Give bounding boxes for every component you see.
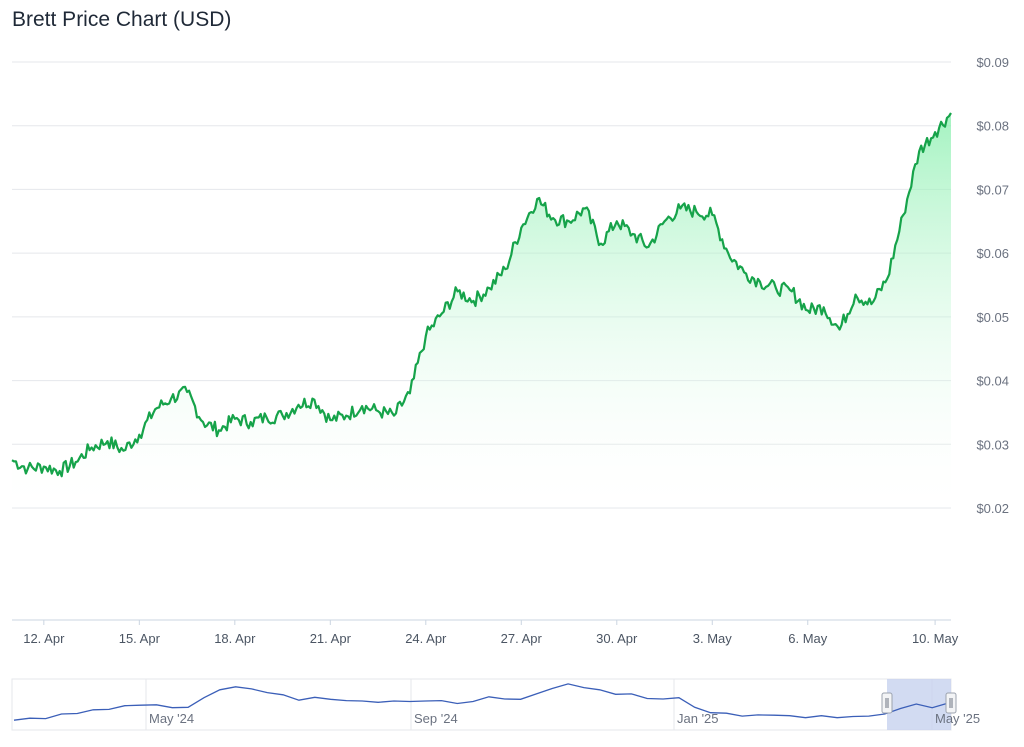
price-line[interactable] — [11, 112, 952, 478]
x-tick-label: 12. Apr — [23, 631, 65, 646]
navigator-tick-label: Jan '25 — [677, 711, 719, 726]
y-tick-label: $0.07 — [976, 182, 1009, 197]
y-tick-label: $0.03 — [976, 437, 1009, 452]
y-axis-labels: $0.02 $0.03 $0.04 $0.05 $0.06 $0.07 $0.08 $0.09 — [976, 55, 1009, 516]
navigator-labels: May '24 Sep '24 Jan '25 May '25 — [149, 711, 980, 726]
x-tick-label: 21. Apr — [310, 631, 352, 646]
x-axis-ticks — [43, 620, 936, 625]
navigator-tick-label: May '25 — [935, 711, 980, 726]
y-tick-label: $0.05 — [976, 310, 1009, 325]
chart-title: Brett Price Chart (USD) — [12, 8, 232, 31]
navigator-right-handle[interactable] — [945, 692, 957, 714]
x-tick-label: 18. Apr — [214, 631, 256, 646]
x-tick-label: 24. Apr — [405, 631, 447, 646]
x-tick-label: 3. May — [693, 631, 733, 646]
x-tick-label: 6. May — [788, 631, 828, 646]
navigator-tick-label: May '24 — [149, 711, 194, 726]
x-tick-label: 27. Apr — [501, 631, 543, 646]
y-tick-label: $0.02 — [976, 501, 1009, 516]
y-tick-label: $0.04 — [976, 374, 1009, 389]
navigator-left-handle[interactable] — [881, 692, 893, 714]
x-axis-labels: 12. Apr 15. Apr 18. Apr 21. Apr 24. Apr 27. A… — [23, 631, 958, 646]
y-tick-label: $0.06 — [976, 246, 1009, 261]
navigator[interactable]: May '24 Sep '24 Jan '25 May '25 — [11, 678, 980, 731]
navigator-line — [13, 683, 949, 721]
navigator-tick-label: Sep '24 — [414, 711, 458, 726]
navigator-frame — [11, 678, 952, 731]
y-tick-label: $0.08 — [976, 119, 1009, 134]
x-tick-label: 15. Apr — [119, 631, 161, 646]
price-area — [12, 113, 951, 508]
y-tick-label: $0.09 — [976, 55, 1009, 70]
x-tick-label: 30. Apr — [596, 631, 638, 646]
x-tick-label: 10. May — [912, 631, 959, 646]
